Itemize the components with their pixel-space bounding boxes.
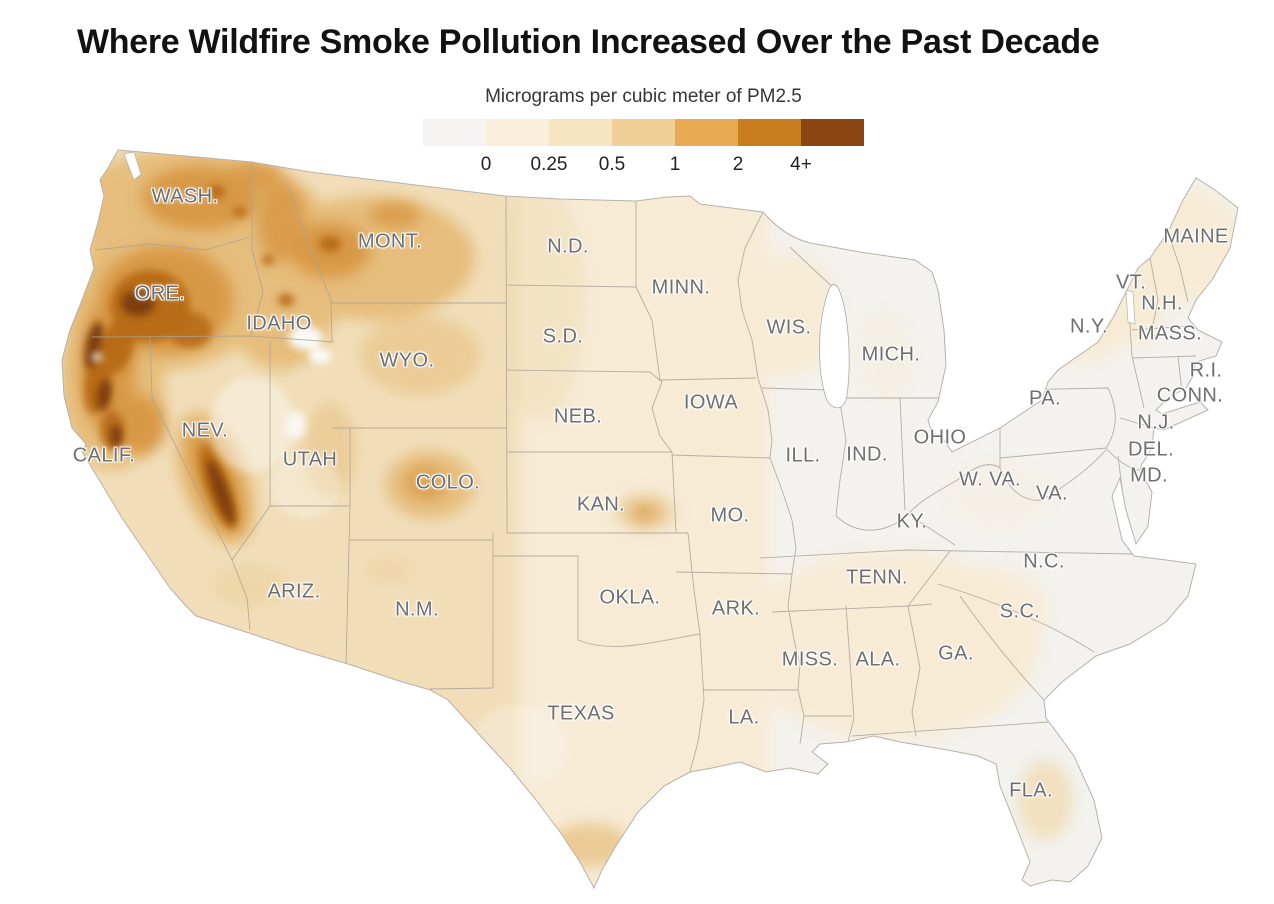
legend: Micrograms per cubic meter of PM2.5 0 0.2… (423, 86, 864, 175)
legend-tick-0.5: 0.5 (598, 154, 626, 175)
legend-swatch-5 (738, 119, 801, 146)
lake-champlain (1125, 289, 1136, 325)
legend-ticks: 0 0.25 0.5 1 2 4+ (423, 154, 864, 178)
us-outline (61, 149, 1239, 890)
chart-title: Where Wildfire Smoke Pollution Increased… (77, 23, 1100, 61)
legend-swatch-3 (612, 119, 675, 146)
legend-tick-1: 1 (669, 154, 681, 175)
puget-sound (123, 151, 142, 181)
legend-colorbar (423, 119, 864, 146)
legend-tick-2: 2 (732, 154, 744, 175)
legend-swatch-1 (486, 119, 549, 146)
legend-tick-0: 0 (480, 154, 492, 175)
legend-title: Micrograms per cubic meter of PM2.5 (485, 86, 802, 107)
legend-swatch-4 (675, 119, 738, 146)
legend-swatch-2 (549, 119, 612, 146)
state-borders (91, 163, 1197, 773)
lake-michigan (818, 284, 850, 409)
legend-tick-4+: 4+ (790, 154, 812, 175)
legend-swatch-0 (423, 119, 486, 146)
smoke-layer-extreme (84, 290, 235, 525)
legend-tick-0.25: 0.25 (530, 154, 568, 175)
legend-swatch-6 (801, 119, 864, 146)
